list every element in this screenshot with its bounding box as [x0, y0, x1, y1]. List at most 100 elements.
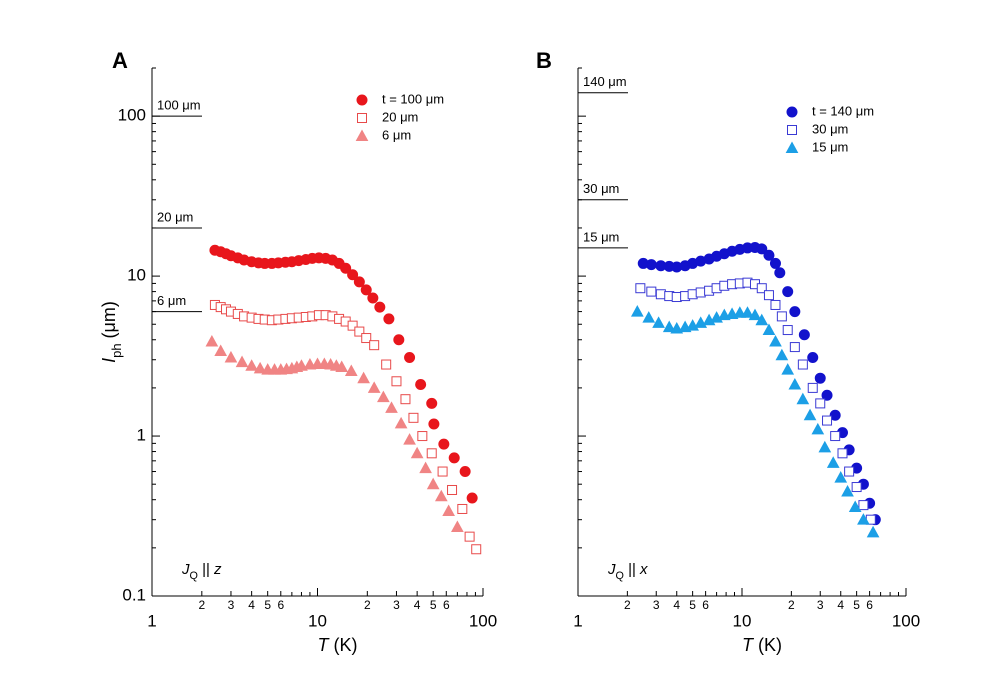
point — [755, 313, 769, 326]
x-tick-label: 10 — [308, 611, 327, 630]
thickness-label: 30 μm — [583, 181, 619, 196]
point — [857, 513, 870, 525]
point — [858, 500, 869, 511]
annotation: JQ || z — [181, 561, 222, 582]
x-tick-label: 5 — [264, 598, 271, 612]
thickness-label: 140 μm — [583, 74, 627, 89]
point — [459, 466, 471, 478]
point — [419, 461, 432, 474]
point — [695, 287, 706, 298]
point — [789, 342, 800, 353]
y-tick-label: 10 — [127, 266, 146, 285]
thickness-label: 15 μm — [583, 229, 619, 244]
x-tick-label: 1 — [147, 611, 156, 630]
legend-swatch — [786, 106, 798, 118]
y-tick-label: 1 — [137, 426, 146, 445]
x-tick-label: 4 — [673, 598, 680, 612]
x-axis-label: T (K) — [742, 635, 782, 655]
legend-label: 30 μm — [812, 121, 848, 136]
x-tick-label: 3 — [228, 598, 235, 612]
point — [851, 482, 862, 493]
point — [834, 471, 848, 483]
label-part: (μm) — [99, 301, 119, 343]
point — [403, 433, 416, 445]
point — [807, 382, 818, 393]
label-part: I — [99, 358, 119, 363]
point — [655, 289, 666, 300]
point — [818, 440, 832, 453]
label-part: || — [624, 561, 640, 578]
point — [466, 492, 478, 504]
point — [354, 326, 365, 337]
label-part: J — [181, 561, 190, 578]
point — [797, 359, 808, 370]
x-tick-label: 5 — [689, 598, 696, 612]
point — [471, 544, 482, 555]
x-tick-label: 6 — [866, 598, 873, 612]
y-axis-label: Iph (μm) — [99, 301, 124, 363]
point — [438, 438, 450, 450]
label-part: x — [639, 561, 648, 578]
point — [415, 379, 427, 391]
point — [347, 269, 359, 281]
x-tick-label: 10 — [733, 611, 752, 630]
point — [645, 259, 657, 271]
x-tick-label: 100 — [469, 611, 497, 630]
legend-swatch — [785, 141, 799, 153]
point — [770, 299, 781, 310]
point — [775, 348, 789, 361]
point — [381, 359, 392, 370]
panel-letter: A — [112, 48, 128, 73]
label-part: Q — [616, 570, 624, 582]
point — [357, 371, 370, 384]
point — [829, 409, 841, 421]
point — [822, 415, 833, 426]
point — [361, 333, 372, 344]
point — [404, 351, 416, 363]
point — [426, 477, 440, 490]
thickness-label: 6 μm — [157, 293, 186, 308]
point — [741, 306, 754, 318]
point — [340, 262, 352, 274]
point — [635, 283, 646, 294]
point — [344, 364, 358, 377]
x-tick-label: 2 — [364, 598, 371, 612]
x-tick-label: 3 — [393, 598, 400, 612]
point — [335, 360, 349, 373]
legend-label: 6 μm — [382, 127, 411, 142]
point — [367, 292, 379, 304]
thickness-label: 20 μm — [157, 209, 193, 224]
point — [807, 351, 819, 363]
point — [782, 286, 794, 298]
point — [464, 531, 475, 542]
point — [774, 267, 786, 279]
point — [434, 489, 448, 502]
point — [214, 344, 228, 357]
point — [385, 401, 398, 413]
point — [776, 311, 787, 322]
point — [417, 431, 428, 442]
point — [821, 389, 833, 401]
point — [811, 422, 825, 435]
point — [369, 340, 380, 351]
point — [788, 377, 802, 390]
point — [841, 484, 854, 497]
x-tick-label: 4 — [248, 598, 255, 612]
point — [394, 416, 408, 429]
point — [815, 398, 826, 409]
point — [652, 316, 665, 328]
point — [781, 363, 795, 375]
point — [830, 431, 841, 442]
legend-swatch — [355, 129, 369, 141]
x-tick-label: 6 — [277, 598, 284, 612]
point — [442, 504, 455, 516]
y-tick-label: 100 — [118, 106, 146, 125]
point — [769, 334, 782, 347]
point — [353, 276, 365, 288]
label-part: Q — [190, 570, 198, 582]
x-tick-label: 4 — [414, 598, 421, 612]
point — [630, 305, 644, 317]
x-tick-label: 100 — [892, 611, 920, 630]
label-part: T — [742, 635, 755, 655]
point — [646, 286, 657, 297]
